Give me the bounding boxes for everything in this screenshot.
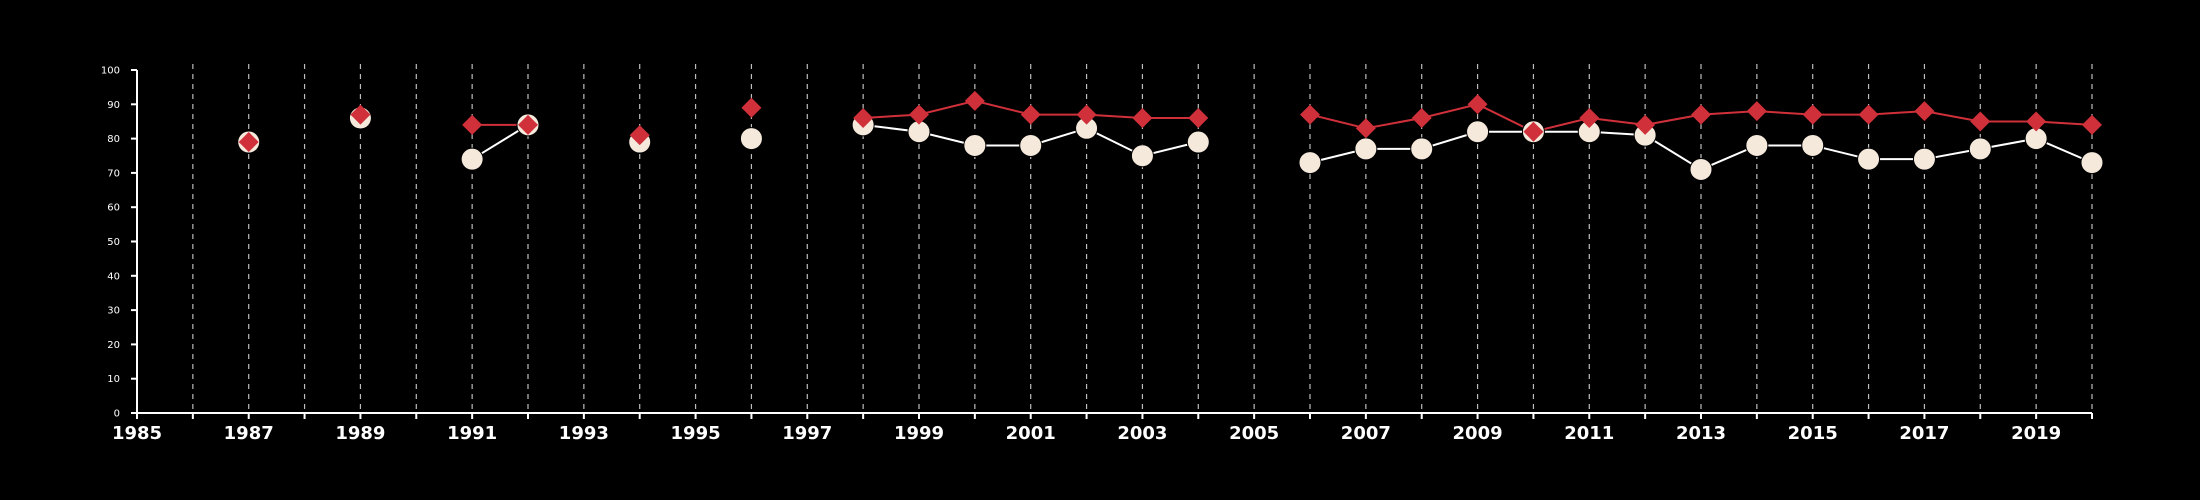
data-point-diamond (1076, 104, 1097, 125)
data-point-diamond (2026, 111, 2047, 132)
x-tick-label: 1985 (112, 423, 162, 444)
data-point-diamond (1802, 104, 1823, 125)
data-point-diamond (741, 97, 762, 118)
data-point-diamond (462, 114, 483, 135)
data-point-circle (460, 147, 484, 171)
data-point-diamond (964, 90, 985, 111)
data-point-circle (1410, 137, 1434, 161)
x-tick-label: 1995 (671, 423, 721, 444)
data-point-diamond (629, 125, 650, 146)
x-tick-label: 2005 (1229, 423, 1279, 444)
y-tick-label: 10 (107, 374, 120, 385)
y-tick-label: 80 (107, 134, 120, 145)
data-point-circle (1354, 137, 1378, 161)
y-axis-ticks: 0 10 20 30 40 50 60 70 80 90 100 (101, 66, 137, 420)
x-tick-label: 2015 (1788, 423, 1838, 444)
data-point-diamond (1020, 104, 1041, 125)
data-point-diamond (1858, 104, 1879, 125)
data-point-diamond (1132, 108, 1153, 129)
data-point-diamond (1411, 108, 1432, 129)
y-tick-label: 60 (107, 203, 120, 214)
x-tick-label: 2003 (1117, 423, 1167, 444)
x-tick-label: 1999 (894, 423, 944, 444)
data-point-diamond (1691, 104, 1711, 125)
data-point-circle (1857, 147, 1881, 171)
data-point-circle (739, 127, 763, 151)
series-layer (237, 90, 2104, 181)
x-tick-label: 1991 (447, 423, 497, 444)
x-tick-label: 1997 (782, 423, 832, 444)
data-point-circle (1968, 137, 1992, 161)
x-tick-label: 1987 (224, 423, 274, 444)
y-tick-label: 0 (114, 409, 120, 420)
data-point-diamond (1523, 121, 1544, 142)
y-tick-label: 40 (107, 271, 120, 282)
data-point-circle (1801, 133, 1825, 157)
x-axis-ticks: 1985 1987 1989 1991 1993 1995 1997 1999 2001 2003… (112, 413, 2093, 444)
data-point-diamond (1188, 108, 1209, 129)
series-diamond-markers (238, 90, 2102, 153)
data-point-diamond (909, 104, 929, 125)
vertical-gridlines (192, 64, 2093, 413)
data-point-circle (1912, 147, 1936, 171)
data-point-diamond (238, 132, 259, 153)
data-point-circle (2080, 151, 2104, 175)
data-point-diamond (2082, 114, 2102, 135)
x-tick-label: 2013 (1676, 423, 1726, 444)
data-point-diamond (350, 104, 371, 125)
data-point-circle (1186, 130, 1210, 154)
x-tick-label: 1993 (559, 423, 609, 444)
data-point-circle (1019, 133, 1043, 157)
y-tick-label: 70 (107, 168, 120, 179)
data-point-diamond (1300, 104, 1320, 125)
data-point-diamond (1467, 94, 1488, 115)
data-point-circle (1298, 151, 1322, 175)
x-tick-label: 2007 (1341, 423, 1391, 444)
data-point-circle (1130, 144, 1154, 168)
data-point-circle (1745, 133, 1769, 157)
data-point-diamond (1635, 114, 1656, 135)
x-tick-label: 2019 (2011, 423, 2061, 444)
data-point-diamond (1914, 101, 1935, 122)
y-tick-label: 90 (107, 100, 120, 111)
y-tick-label: 100 (101, 66, 120, 77)
data-point-diamond (1355, 118, 1376, 139)
x-tick-label: 1989 (335, 423, 385, 444)
y-tick-label: 50 (107, 237, 120, 248)
data-point-circle (1689, 157, 1713, 181)
data-point-diamond (1746, 101, 1767, 122)
x-tick-label: 2009 (1453, 423, 1503, 444)
x-tick-label: 2011 (1564, 423, 1614, 444)
data-point-diamond (1579, 108, 1600, 129)
x-tick-label: 2017 (1899, 423, 1949, 444)
data-point-diamond (853, 108, 874, 129)
series-circle-markers (237, 106, 2104, 181)
data-point-diamond (1970, 111, 1991, 132)
y-tick-label: 20 (107, 340, 120, 351)
data-point-circle (1466, 120, 1490, 144)
y-tick-label: 30 (107, 306, 120, 317)
data-point-diamond (518, 114, 538, 135)
x-tick-label: 2001 (1006, 423, 1056, 444)
data-point-circle (963, 133, 987, 157)
